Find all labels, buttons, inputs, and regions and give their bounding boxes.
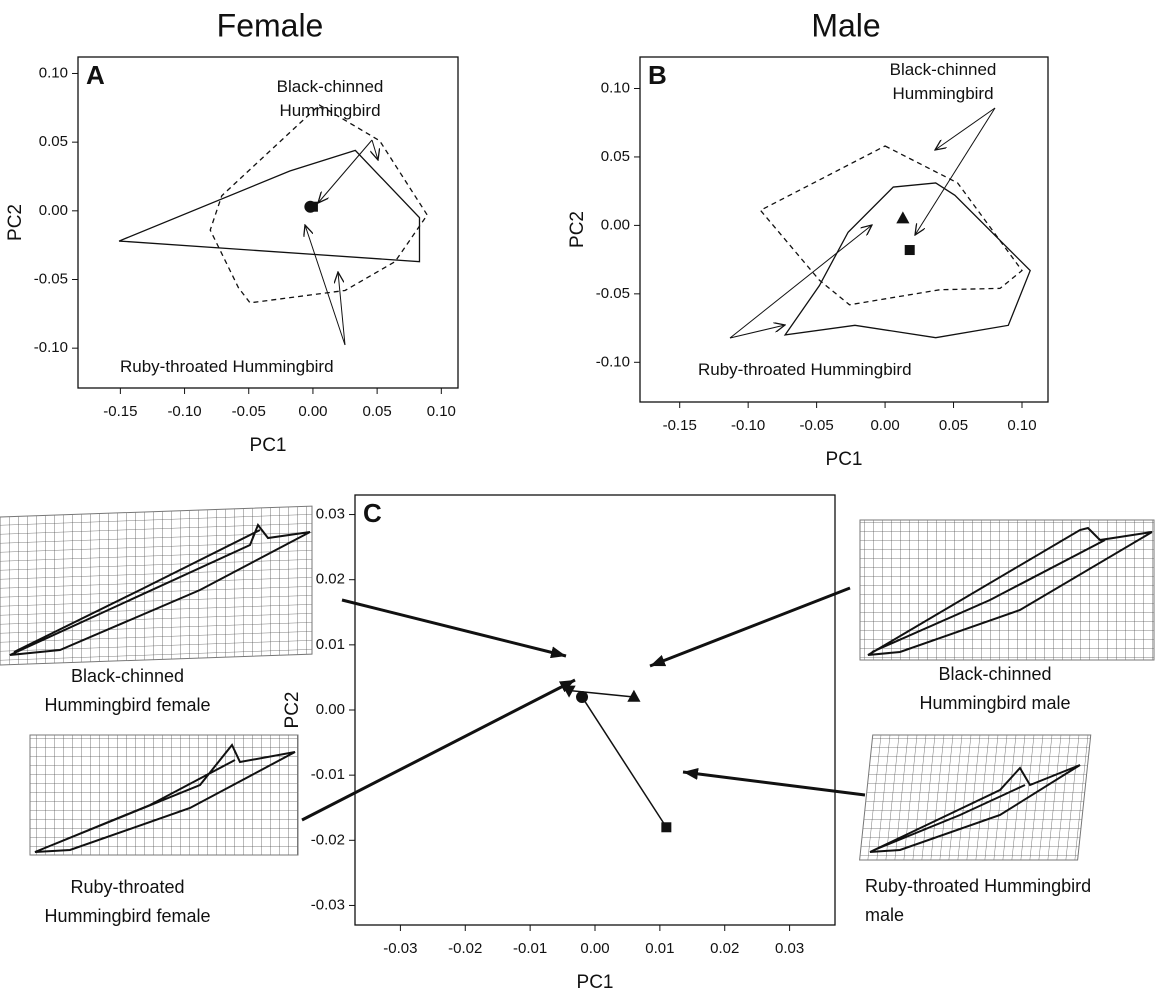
region-outline bbox=[118, 149, 421, 263]
point bbox=[627, 689, 641, 702]
plot-frame bbox=[77, 56, 459, 389]
arrows bbox=[301, 107, 996, 822]
x-tick-label: -0.05 bbox=[800, 417, 834, 434]
y-axis-label: PC2 bbox=[5, 204, 26, 241]
arrow bbox=[372, 139, 378, 160]
arrow bbox=[729, 325, 785, 339]
x-tick-label: -0.10 bbox=[167, 403, 201, 420]
y-tick-label: 0.02 bbox=[316, 571, 345, 588]
wing bbox=[29, 734, 299, 856]
wing-thumbnails bbox=[0, 505, 1155, 861]
x-tick-label: -0.03 bbox=[383, 940, 417, 957]
y-tick-label: 0.01 bbox=[316, 636, 345, 653]
point bbox=[304, 200, 317, 213]
y-axis-label: PC2 bbox=[567, 211, 588, 248]
x-tick-label: -0.02 bbox=[448, 940, 482, 957]
arrow bbox=[301, 678, 576, 822]
annotation: Ruby-throated Hummingbird female bbox=[44, 877, 211, 926]
x-tick-label: 0.02 bbox=[710, 940, 739, 957]
x-tick-label: -0.05 bbox=[232, 403, 266, 420]
wing bbox=[859, 519, 1155, 661]
annotation: Ruby-throated Hummingbird male bbox=[865, 876, 1092, 925]
y-tick-label: 0.00 bbox=[39, 202, 68, 219]
panel-letter: B bbox=[648, 60, 667, 90]
panel-letter: A bbox=[86, 60, 105, 90]
x-tick-label: 0.10 bbox=[427, 403, 456, 420]
arrow bbox=[915, 107, 996, 235]
point bbox=[904, 245, 915, 256]
y-tick-label: -0.10 bbox=[34, 339, 68, 356]
connector bbox=[581, 696, 667, 828]
x-axis-label: PC1 bbox=[826, 449, 863, 470]
x-axis-label: PC1 bbox=[577, 972, 614, 993]
panel-letter: C bbox=[363, 498, 382, 528]
x-tick-label: 0.00 bbox=[298, 403, 327, 420]
y-tick-label: -0.01 bbox=[311, 766, 345, 783]
y-axis-label: PC2 bbox=[282, 692, 303, 729]
arrow bbox=[318, 139, 373, 203]
wing bbox=[859, 734, 1092, 861]
y-tick-label: -0.02 bbox=[311, 831, 345, 848]
x-tick-label: 0.10 bbox=[1007, 417, 1036, 434]
region-outline bbox=[209, 104, 428, 304]
y-tick-label: 0.10 bbox=[39, 64, 68, 81]
x-tick-label: -0.15 bbox=[103, 403, 137, 420]
annotation: Ruby-throated Hummingbird bbox=[698, 360, 912, 379]
x-tick-label: 0.05 bbox=[939, 417, 968, 434]
arrow bbox=[649, 586, 851, 668]
arrow bbox=[729, 225, 872, 339]
y-tick-label: 0.10 bbox=[601, 79, 630, 96]
y-tick-label: -0.05 bbox=[596, 285, 630, 302]
x-tick-label: -0.10 bbox=[731, 417, 765, 434]
annotation: Black-chinned Hummingbird male bbox=[919, 664, 1071, 713]
y-tick-label: -0.03 bbox=[311, 896, 345, 913]
annotation: Black-chinned Hummingbird bbox=[889, 60, 997, 103]
panel-title: Female bbox=[217, 7, 324, 43]
x-tick-label: 0.01 bbox=[645, 940, 674, 957]
y-tick-label: -0.10 bbox=[596, 353, 630, 370]
x-tick-label: -0.15 bbox=[663, 417, 697, 434]
arrow bbox=[305, 225, 346, 346]
annotation: Ruby-throated Hummingbird bbox=[120, 357, 334, 376]
panel-title: Male bbox=[811, 7, 880, 43]
y-tick-label: 0.05 bbox=[601, 148, 630, 165]
y-tick-label: -0.05 bbox=[34, 270, 68, 287]
x-tick-label: 0.03 bbox=[775, 940, 804, 957]
point bbox=[576, 690, 589, 703]
arrow bbox=[682, 767, 866, 797]
annotation: Black-chinned Hummingbird female bbox=[44, 666, 211, 715]
region-outline bbox=[759, 145, 1023, 306]
x-tick-label: 0.05 bbox=[363, 403, 392, 420]
arrow bbox=[341, 598, 567, 659]
point bbox=[896, 211, 910, 224]
y-tick-label: 0.05 bbox=[39, 133, 68, 150]
y-tick-label: 0.03 bbox=[316, 506, 345, 523]
arrow bbox=[338, 272, 346, 346]
region-outline bbox=[783, 182, 1031, 339]
y-tick-label: 0.00 bbox=[601, 216, 630, 233]
annotation: Black-chinned Hummingbird bbox=[276, 77, 384, 120]
x-tick-label: -0.01 bbox=[513, 940, 547, 957]
point bbox=[562, 685, 576, 698]
y-tick-label: 0.00 bbox=[316, 701, 345, 718]
point bbox=[661, 822, 672, 833]
wing bbox=[0, 505, 313, 666]
x-tick-label: 0.00 bbox=[870, 417, 899, 434]
arrow bbox=[935, 107, 996, 150]
plot-frame bbox=[639, 56, 1049, 403]
x-axis-label: PC1 bbox=[250, 435, 287, 456]
plot-frame bbox=[354, 494, 836, 926]
x-tick-label: 0.00 bbox=[580, 940, 609, 957]
